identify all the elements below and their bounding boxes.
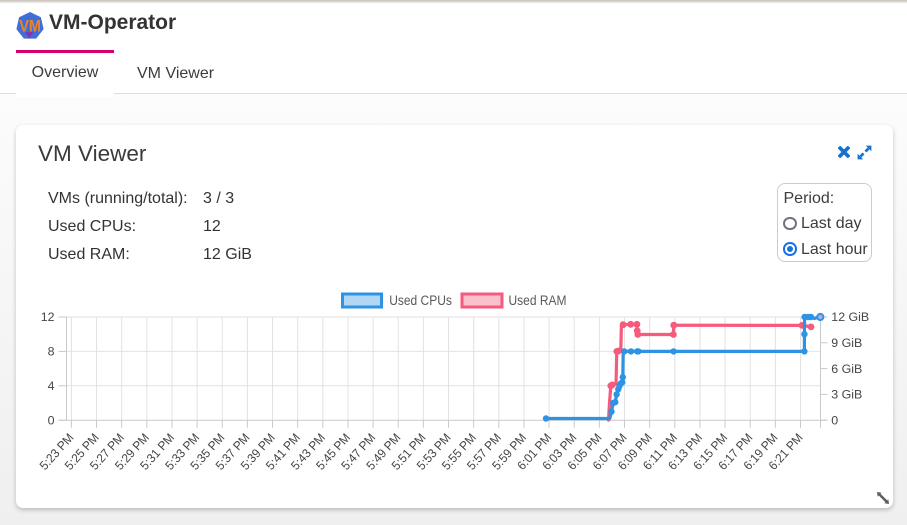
svg-text:9 GiB: 9 GiB <box>831 336 862 350</box>
svg-text:VM: VM <box>19 18 41 36</box>
svg-text:8: 8 <box>48 345 55 359</box>
svg-text:Used CPUs: Used CPUs <box>389 293 452 308</box>
svg-text:4: 4 <box>48 379 55 393</box>
svg-text:12 GiB: 12 GiB <box>831 310 869 324</box>
svg-text:12: 12 <box>41 310 55 324</box>
svg-text:Used RAM: Used RAM <box>509 293 567 308</box>
svg-text:0: 0 <box>831 413 838 427</box>
svg-text:3 GiB: 3 GiB <box>831 388 862 402</box>
svg-text:0: 0 <box>48 413 55 427</box>
svg-text:6 GiB: 6 GiB <box>831 362 862 376</box>
